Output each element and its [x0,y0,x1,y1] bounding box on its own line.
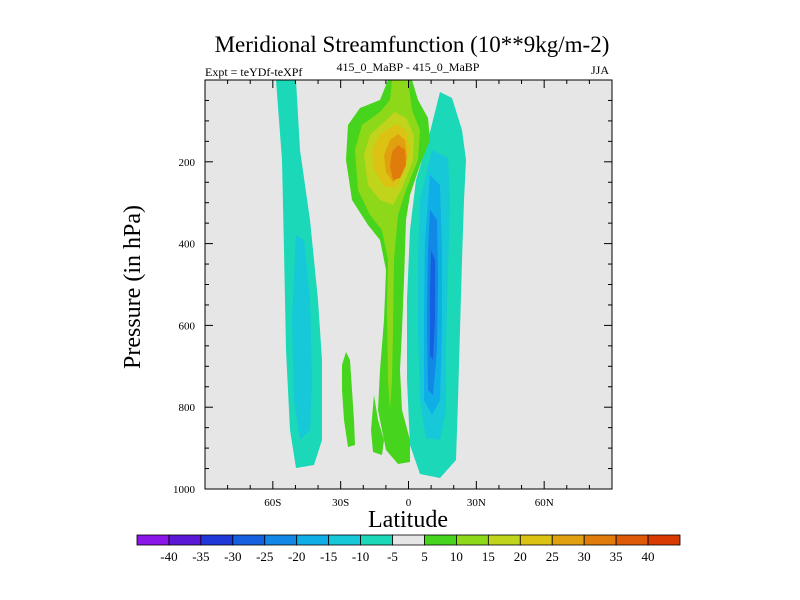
difference-label: 415_0_MaBP - 415_0_MaBP [337,60,480,74]
colorbar-swatch [519,534,553,546]
x-axis: 60S 30S 0 30N 60N [227,80,590,509]
y-axis-title: Pressure (in hPa) [120,205,146,369]
colorbar-label: -35 [192,549,209,564]
colorbar-swatch [551,534,585,546]
colorbar-swatch [136,534,170,546]
colorbar-swatch [424,534,457,546]
colorbar-swatch [456,534,489,546]
northern-cell-level-25 [430,250,435,360]
colorbar-swatch [360,534,393,546]
contour-fills [276,80,466,478]
y-tick-label: 1000 [173,484,196,496]
colorbar-swatch [168,534,202,546]
tropical-patch-west [342,352,355,447]
colorbar-label: -15 [320,549,337,564]
colorbar-swatch [487,534,521,546]
colorbar: -40 -35 -30 -25 -20 -15 -10 -5 5 10 15 20 25 30 35 40 [136,534,681,564]
y-axis: 200 400 600 800 1000 [173,99,612,496]
tropical-patch-east [371,395,384,455]
y-tick-label: 400 [179,239,196,251]
colorbar-label: 10 [450,549,463,564]
y-tick-label: 600 [179,320,196,332]
colorbar-label: 30 [578,549,591,564]
x-axis-title: Latitude [368,507,448,533]
colorbar-label: 15 [482,549,495,564]
season-label: JJA [591,63,609,77]
chart-title: Meridional Streamfunction (10**9kg/m-2) [215,32,610,57]
colorbar-swatch [200,534,234,546]
colorbar-swatch [392,534,425,546]
colorbar-label: -30 [224,549,241,564]
colorbar-swatch [232,534,266,546]
colorbar-label: -10 [352,549,369,564]
colorbar-label: -5 [387,549,398,564]
x-tick-label: 30N [467,497,486,509]
colorbar-swatch [264,534,298,546]
colorbar-label: 20 [514,549,527,564]
colorbar-label: 35 [610,549,623,564]
southern-cell-level-10 [292,235,312,440]
colorbar-label: 5 [421,549,428,564]
colorbar-label: 40 [642,549,655,564]
experiment-label: Expt = teYDf-teXPf [205,65,302,79]
x-tick-label: 60N [535,497,554,509]
colorbar-label: -25 [256,549,273,564]
colorbar-swatch [583,534,617,546]
colorbar-label: -20 [288,549,305,564]
y-tick-label: 800 [179,402,196,414]
x-tick-label: 60S [264,497,281,509]
colorbar-label: -40 [160,549,177,564]
colorbar-swatch [328,534,361,546]
colorbar-swatch [615,534,649,546]
colorbar-swatch [296,534,330,546]
colorbar-swatch [647,534,681,546]
equatorial-cell-level-30 [390,145,406,180]
x-tick-label: 30S [332,497,349,509]
colorbar-label: 25 [546,549,559,564]
x-tick-label: 0 [406,497,412,509]
y-tick-label: 200 [179,157,196,169]
